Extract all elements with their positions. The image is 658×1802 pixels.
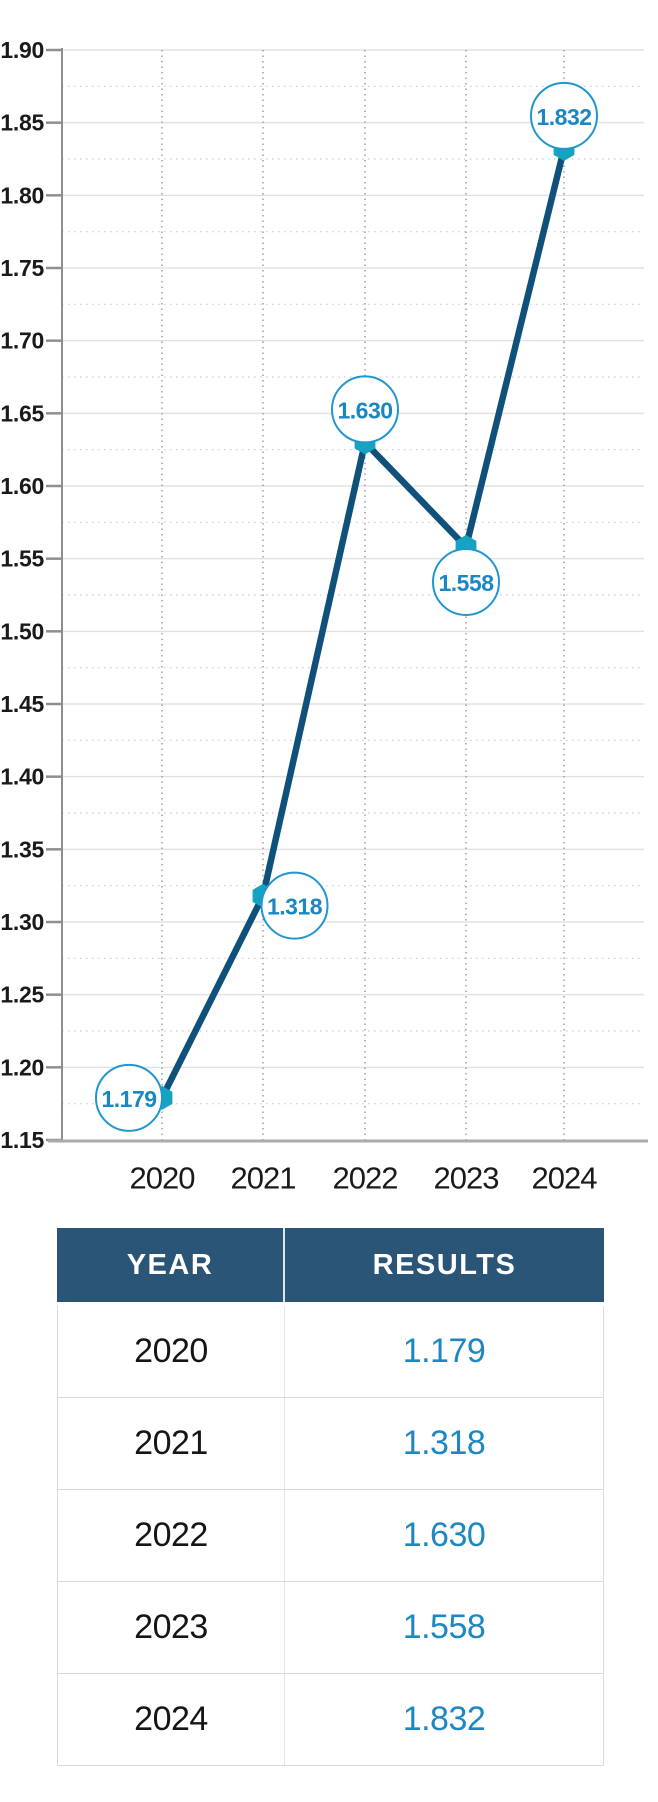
table-cell-result: 1.318: [402, 1424, 486, 1462]
y-tick-label: 1.20: [0, 1054, 44, 1080]
point-label-circle: [530, 81, 598, 150]
table-row: 2021 1.318: [58, 1398, 603, 1490]
y-tick-label: 1.35: [0, 836, 44, 862]
y-tick-label: 1.45: [0, 691, 44, 717]
point-label-circle: [260, 871, 329, 940]
table-cell-year: 2021: [58, 1398, 285, 1489]
results-table: YEAR RESULTS 2020 1.179 2021 1.318 2022 1.630…: [57, 1228, 604, 1766]
y-tick-label: 1.15: [0, 1127, 44, 1153]
y-tick-label: 1.55: [0, 546, 44, 572]
y-tick-label: 1.60: [0, 473, 44, 499]
table-body: 2020 1.179 2021 1.318 2022 1.630 2023 1.558 2024…: [57, 1306, 604, 1766]
table-cell-result: 1.630: [402, 1516, 486, 1554]
table-cell-year: 2020: [58, 1306, 285, 1397]
table-cell-year: 2024: [58, 1674, 285, 1765]
y-tick-label: 1.80: [0, 182, 44, 208]
table-row: 2024 1.832: [58, 1674, 603, 1765]
y-tick-label: 1.90: [0, 37, 44, 63]
y-tick-label: 1.30: [0, 909, 44, 935]
y-tick-label: 1.65: [0, 400, 44, 426]
point-label-text: 1.179: [101, 1086, 156, 1112]
point-label-text: 1.318: [267, 894, 323, 920]
x-tick-label: 2022: [333, 1161, 398, 1196]
point-label-circle: [331, 375, 399, 444]
point-label-text: 1.558: [438, 570, 494, 596]
y-tick-label: 1.75: [0, 255, 44, 281]
table-row: 2020 1.179: [58, 1306, 603, 1398]
x-tick-label: 2021: [231, 1161, 296, 1196]
table-header-row: YEAR RESULTS: [57, 1228, 604, 1302]
table-cell-result: 1.832: [402, 1700, 486, 1738]
table-header-results: RESULTS: [372, 1248, 517, 1281]
point-label-text: 1.832: [536, 104, 591, 130]
table-cell-year: 2023: [58, 1582, 285, 1673]
table-cell-year: 2022: [58, 1490, 285, 1581]
point-label-circle: [432, 548, 500, 617]
line-chart: 1.90 1.85 1.80 1.75 1.70 1.65 1.60 1.55 1.50 1.45…: [0, 37, 648, 1196]
y-tick-label: 1.40: [0, 764, 44, 790]
table-row: 2022 1.630: [58, 1490, 603, 1582]
y-tick-label: 1.85: [0, 110, 44, 136]
table-cell-result: 1.558: [402, 1608, 486, 1646]
table-row: 2023 1.558: [58, 1582, 603, 1674]
x-tick-label: 2023: [434, 1161, 499, 1196]
point-label-text: 1.630: [337, 397, 392, 423]
x-tick-label: 2024: [532, 1161, 598, 1196]
y-tick-label: 1.70: [0, 328, 44, 354]
y-tick-label: 1.25: [0, 982, 44, 1008]
table-cell-result: 1.179: [402, 1332, 486, 1370]
data-line: [158, 145, 568, 1102]
table-header-year: YEAR: [57, 1228, 285, 1302]
y-tick-label: 1.50: [0, 618, 44, 644]
point-label-circle: [95, 1063, 163, 1132]
x-tick-label: 2020: [130, 1161, 196, 1196]
